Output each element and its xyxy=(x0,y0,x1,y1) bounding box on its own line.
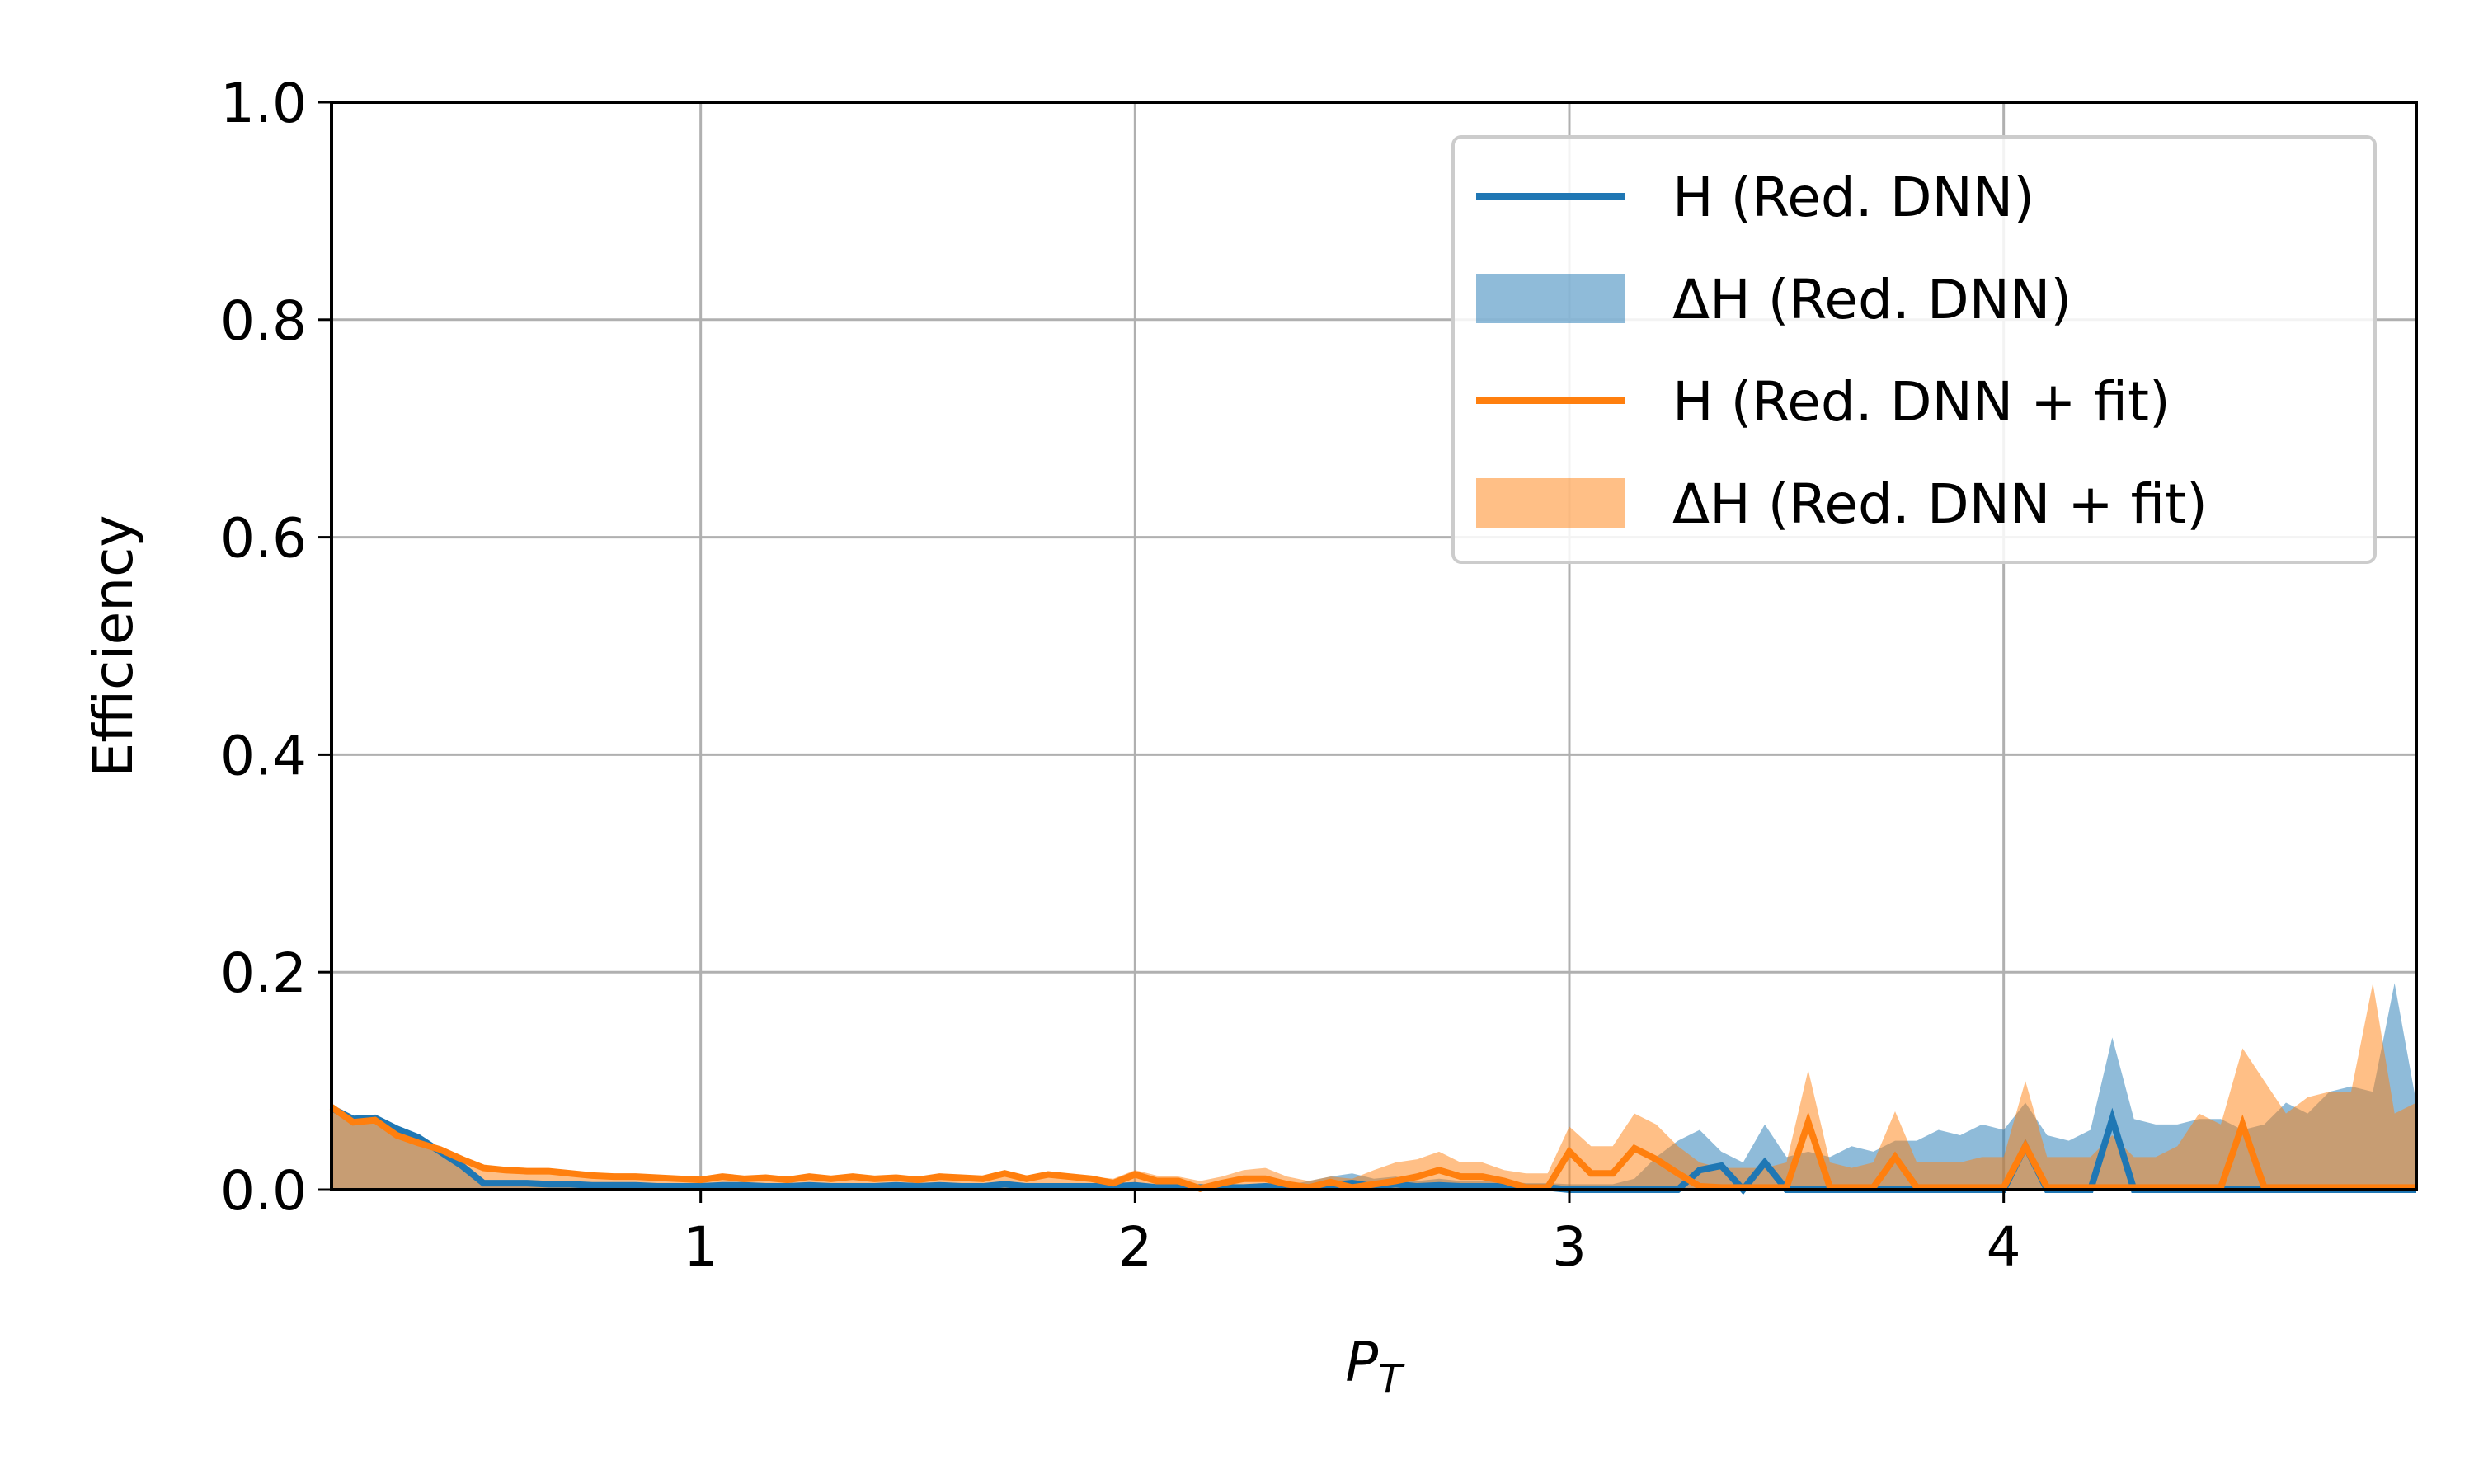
x-axis-label: PT xyxy=(1345,1331,1405,1402)
legend-band-swatch xyxy=(1476,274,1625,323)
y-tick-label: 0.0 xyxy=(220,1159,307,1223)
y-axis-label: Efficiency xyxy=(82,515,145,777)
legend-label: H (Red. DNN) xyxy=(1672,166,2034,229)
x-tick-label: 2 xyxy=(1117,1215,1152,1279)
y-tick-label: 0.2 xyxy=(220,942,307,1005)
plot-frame xyxy=(330,101,2418,1191)
x-tick-label: 3 xyxy=(1552,1215,1587,1279)
legend-band-swatch xyxy=(1476,478,1625,528)
legend-box xyxy=(1451,135,2377,564)
line-h-red-dnn-fit- xyxy=(329,1104,2416,1192)
y-tick-label: 1.0 xyxy=(220,72,307,135)
uncertainty-bands xyxy=(332,983,2416,1190)
y-tick-label: 0.6 xyxy=(220,507,307,571)
axis-ticks: 1 2 3 4 0.0 0.2 0.4 0.6 0.8 1.0 xyxy=(220,72,2021,1279)
x-axis-label-subscript: T xyxy=(1378,1356,1405,1402)
x-axis-label-main: P xyxy=(1345,1331,1378,1394)
legend-label: ΔH (Red. DNN + fit) xyxy=(1672,472,2208,536)
x-tick-label: 1 xyxy=(684,1215,718,1279)
band--h-red-dnn-fit- xyxy=(332,983,2416,1190)
legend-label: ΔH (Red. DNN) xyxy=(1672,268,2072,331)
y-tick-label: 0.4 xyxy=(220,724,307,787)
legend-label: H (Red. DNN + fit) xyxy=(1672,370,2171,434)
y-tick-label: 0.8 xyxy=(220,289,307,353)
x-tick-label: 4 xyxy=(1987,1215,2021,1279)
legend: H (Red. DNN) ΔH (Red. DNN) H (Red. DNN + f… xyxy=(1451,135,2377,564)
